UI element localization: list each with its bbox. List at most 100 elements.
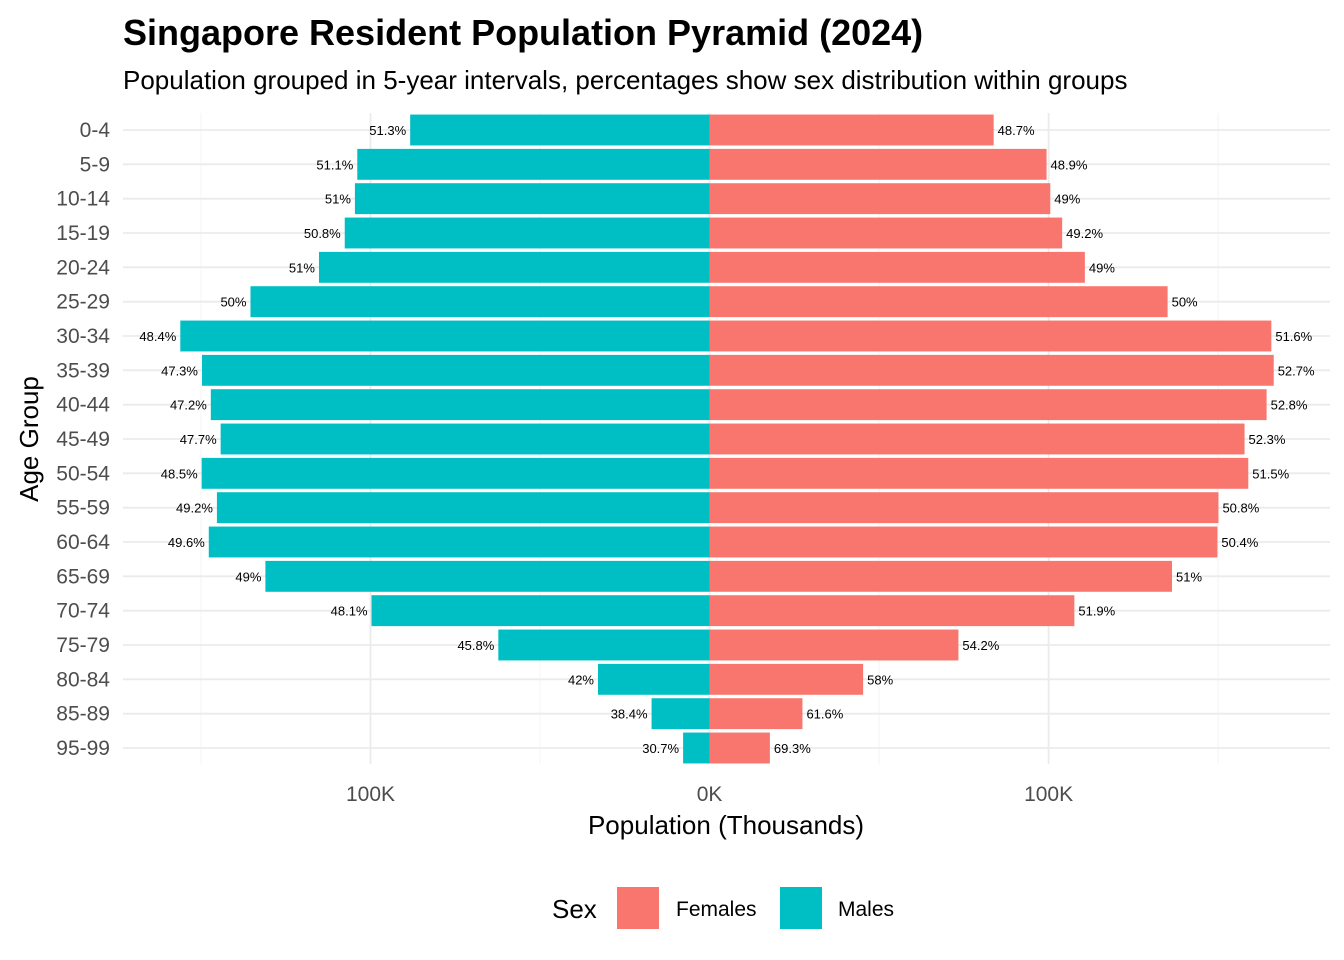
bar-label-females-70-74: 51.9% [1078,604,1115,619]
bar-females-65-69 [709,560,1173,592]
bar-males-85-89 [651,698,710,730]
bar-females-35-39 [709,354,1274,386]
y-tick-label: 0-4 [80,119,111,142]
bar-males-25-29 [250,286,710,318]
bar-females-45-49 [709,423,1245,455]
bar-females-0-4 [709,114,994,146]
bar-males-15-19 [344,217,710,249]
bar-females-85-89 [709,698,803,730]
y-tick-label: 30-34 [56,325,110,348]
x-tick-label: 100K [1024,783,1073,806]
legend-title: Sex [552,894,597,924]
legend-label-males: Males [838,898,894,921]
bar-label-females-40-44: 52.8% [1271,398,1308,413]
bar-females-50-54 [709,457,1249,489]
bar-females-95-99 [709,732,770,764]
bar-label-males-0-4: 51.3% [369,123,406,138]
bar-males-0-4 [410,114,710,146]
bar-label-males-70-74: 48.1% [331,604,368,619]
bar-females-55-59 [709,492,1219,524]
bar-label-males-75-79: 45.8% [457,638,494,653]
bar-label-males-25-29: 50% [220,295,246,310]
bar-label-males-95-99: 30.7% [642,741,679,756]
bar-label-females-65-69: 51% [1176,569,1202,584]
legend-label-females: Females [676,898,757,921]
bar-males-65-69 [265,560,710,592]
bar-males-95-99 [683,732,710,764]
bar-females-75-79 [709,629,959,661]
y-tick-label: 70-74 [56,600,110,623]
bar-males-20-24 [318,251,710,283]
y-tick-label: 80-84 [56,668,110,691]
bar-males-30-34 [180,320,710,352]
bar-label-females-15-19: 49.2% [1066,226,1103,241]
bar-females-5-9 [709,148,1047,180]
bar-label-females-55-59: 50.8% [1222,501,1259,516]
bar-males-10-14 [354,183,710,215]
bar-males-75-79 [498,629,710,661]
bar-label-males-65-69: 49% [235,569,261,584]
bar-label-males-30-34: 48.4% [139,329,176,344]
bar-label-males-45-49: 47.7% [180,432,217,447]
bar-males-60-64 [208,526,710,558]
bar-label-females-0-4: 48.7% [998,123,1035,138]
y-axis-ticks: 0-4 5-9 10-14 15-19 20-24 25-29 30-34 35-39 40-4… [56,119,110,760]
y-tick-label: 20-24 [56,256,110,279]
y-tick-label: 95-99 [56,737,110,760]
y-axis-title: Age Group [14,376,44,502]
y-tick-label: 75-79 [56,634,110,657]
legend: Sex Females Males [552,887,894,929]
chart-title: Singapore Resident Population Pyramid (2… [123,12,923,53]
bar-females-80-84 [709,663,864,695]
y-tick-label: 15-19 [56,222,110,245]
bar-females-25-29 [709,286,1168,318]
bar-label-females-75-79: 54.2% [962,638,999,653]
y-tick-label: 10-14 [56,188,110,211]
bar-label-females-60-64: 50.4% [1221,535,1258,550]
chart-subtitle: Population grouped in 5-year intervals, … [123,65,1127,95]
bar-females-30-34 [709,320,1272,352]
bar-label-males-5-9: 51.1% [316,157,353,172]
bar-males-35-39 [201,354,710,386]
x-tick-label: 100K [346,783,395,806]
bar-label-females-85-89: 61.6% [806,707,843,722]
bar-label-males-20-24: 51% [289,260,315,275]
bar-label-males-80-84: 42% [568,672,594,687]
y-tick-label: 35-39 [56,359,110,382]
bar-females-40-44 [709,389,1267,421]
y-tick-label: 55-59 [56,497,110,520]
bar-label-males-60-64: 49.6% [168,535,205,550]
bar-label-females-20-24: 49% [1089,260,1115,275]
legend-key-males [780,887,822,929]
bar-label-females-45-49: 52.3% [1249,432,1286,447]
y-tick-label: 50-54 [56,462,110,485]
bar-males-45-49 [220,423,710,455]
bar-females-20-24 [709,251,1085,283]
bar-females-10-14 [709,183,1051,215]
y-tick-label: 40-44 [56,394,110,417]
y-tick-label: 45-49 [56,428,110,451]
bar-label-males-85-89: 38.4% [611,707,648,722]
y-tick-label: 5-9 [80,153,110,176]
bar-label-males-35-39: 47.3% [161,363,198,378]
bar-females-70-74 [709,595,1075,627]
bar-males-50-54 [201,457,710,489]
bar-females-15-19 [709,217,1063,249]
bar-males-70-74 [371,595,710,627]
y-tick-label: 25-29 [56,291,110,314]
bar-label-males-50-54: 48.5% [161,466,198,481]
bar-label-females-50-54: 51.5% [1252,466,1289,481]
bar-label-females-5-9: 48.9% [1051,157,1088,172]
x-axis-ticks: 100K 0K 100K [346,783,1073,806]
bar-label-females-30-34: 51.6% [1275,329,1312,344]
bar-males-55-59 [216,492,710,524]
bars [180,114,1274,764]
bar-label-females-10-14: 49% [1054,192,1080,207]
bar-label-males-55-59: 49.2% [176,501,213,516]
legend-key-females [617,887,659,929]
bar-label-males-15-19: 50.8% [304,226,341,241]
bar-label-females-25-29: 50% [1172,295,1198,310]
bar-males-80-84 [598,663,710,695]
bar-males-40-44 [210,389,710,421]
